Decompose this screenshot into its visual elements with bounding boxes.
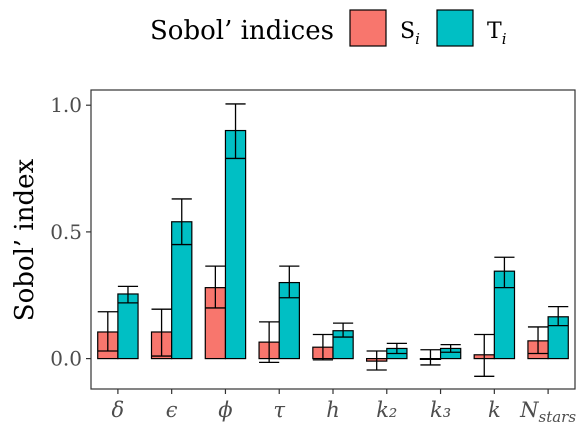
error-bar-ti — [225, 103, 246, 160]
error-bar-si — [205, 265, 226, 309]
error-bar-ti — [386, 342, 407, 355]
error-bar-si — [527, 326, 549, 355]
error-bar-ti — [171, 198, 192, 246]
legend-swatch-si — [349, 9, 387, 47]
error-bar-si — [259, 321, 280, 364]
x-tick-label: k — [488, 398, 501, 422]
x-tick-label: ϵ — [166, 398, 178, 422]
error-bar-si — [151, 308, 172, 357]
legend-label-ti: Ti — [487, 19, 507, 48]
legend: Sobol’ indices Si Ti — [150, 9, 507, 48]
bar-ti — [224, 129, 247, 360]
error-bar-ti — [117, 285, 139, 304]
y-tick-label: 0.0 — [50, 347, 82, 371]
error-bar-si — [97, 311, 118, 352]
error-bar-ti — [333, 322, 354, 338]
y-tick-label: 0.5 — [50, 220, 82, 244]
x-tick-label: h — [326, 398, 340, 422]
error-bar-si — [366, 350, 387, 371]
x-tick-label: δ — [112, 398, 125, 422]
y-tick-label: 1.0 — [50, 93, 82, 117]
error-bar-si — [474, 333, 495, 377]
error-bar-si — [420, 349, 441, 366]
x-tick-label: k₂ — [376, 398, 397, 422]
error-bars — [97, 103, 569, 377]
error-bar-ti — [548, 305, 569, 327]
x-tick-label: τ — [273, 398, 285, 422]
error-bar-ti — [279, 265, 300, 299]
x-tick-label: k₃ — [430, 398, 451, 422]
error-bar-ti — [494, 256, 515, 289]
legend-swatch-ti — [436, 9, 474, 47]
y-axis: 0.0 0.5 1.0 — [50, 93, 91, 371]
error-bar-ti — [440, 344, 461, 353]
bars — [97, 129, 569, 362]
x-tick-label: Nstars — [519, 398, 576, 425]
legend-label-si: Si — [400, 19, 420, 48]
error-bar-si — [312, 333, 333, 361]
legend-title: Sobol’ indices — [150, 16, 334, 46]
x-axis: δ ϵ ϕ τ h k₂ k₃ k Nstars — [112, 389, 576, 426]
x-tick-label: ϕ — [218, 398, 232, 422]
bar-ti — [117, 293, 139, 360]
y-axis-title: Sobol’ index — [10, 158, 40, 321]
